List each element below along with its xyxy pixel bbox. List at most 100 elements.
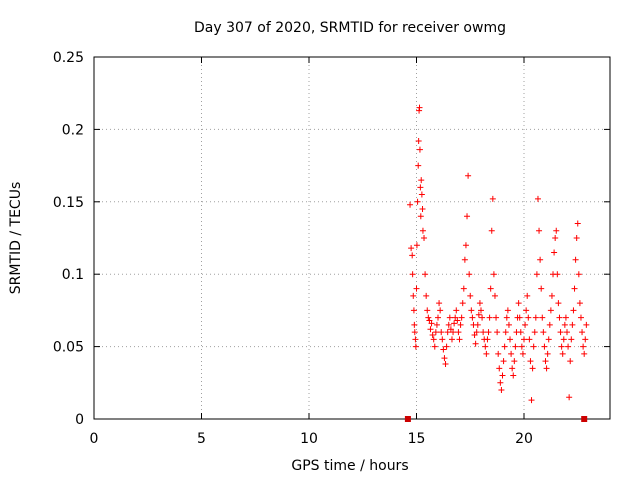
data-point xyxy=(451,320,458,327)
data-point xyxy=(409,252,416,259)
data-point xyxy=(533,271,540,278)
data-point xyxy=(435,314,441,321)
data-point xyxy=(453,307,460,314)
data-point xyxy=(540,329,547,336)
data-point xyxy=(464,213,471,220)
data-point xyxy=(577,314,584,321)
data-point xyxy=(450,329,457,336)
data-point xyxy=(466,271,473,278)
data-point xyxy=(566,394,573,401)
data-point xyxy=(559,350,566,357)
data-point xyxy=(454,317,461,324)
data-point xyxy=(547,307,554,314)
data-point xyxy=(445,321,452,328)
data-point xyxy=(417,184,424,191)
data-point xyxy=(441,355,448,362)
data-point xyxy=(419,227,426,234)
data-point xyxy=(564,329,570,336)
data-point xyxy=(583,321,590,328)
data-point xyxy=(515,300,522,307)
data-point xyxy=(494,329,501,336)
data-point xyxy=(512,343,519,350)
data-point xyxy=(473,329,480,336)
data-point xyxy=(480,329,487,336)
data-point xyxy=(553,227,560,234)
baseline-markers xyxy=(404,416,588,422)
data-point xyxy=(483,350,490,357)
chart-title: Day 307 of 2020, SRMTID for receiver owm… xyxy=(194,20,506,36)
data-point xyxy=(456,336,463,343)
data-point xyxy=(575,271,582,278)
data-point xyxy=(485,329,492,336)
data-point xyxy=(526,336,533,343)
data-point xyxy=(425,314,432,321)
data-point xyxy=(548,292,555,299)
data-point xyxy=(538,285,545,292)
data-point xyxy=(539,314,546,321)
y-tick-label: 0.05 xyxy=(53,340,84,356)
data-point xyxy=(458,314,465,321)
x-axis-ticks: 0 5 10 15 20 xyxy=(90,57,533,447)
data-point xyxy=(421,235,428,241)
x-tick-label: 15 xyxy=(408,431,426,447)
data-point xyxy=(413,285,420,292)
data-point xyxy=(457,321,464,328)
data-point xyxy=(468,307,475,314)
data-point xyxy=(528,397,535,404)
data-point xyxy=(432,329,439,336)
data-point xyxy=(474,321,481,328)
data-point xyxy=(461,256,468,263)
data-point xyxy=(486,314,493,321)
data-point xyxy=(532,314,539,321)
data-point xyxy=(551,249,558,256)
data-point xyxy=(427,326,434,333)
data-point xyxy=(467,292,474,299)
data-point xyxy=(475,311,482,318)
data-point xyxy=(518,343,525,350)
data-point xyxy=(502,329,509,336)
data-point xyxy=(437,307,444,314)
data-point xyxy=(476,300,483,307)
data-point xyxy=(556,314,563,321)
data-point xyxy=(439,336,446,343)
data-point xyxy=(407,201,414,208)
data-point xyxy=(534,195,541,202)
data-point xyxy=(511,358,518,365)
data-point xyxy=(448,336,455,343)
data-point xyxy=(482,343,489,350)
data-point xyxy=(537,256,544,263)
data-point xyxy=(422,271,429,278)
data-point xyxy=(479,314,486,321)
x-tick-label: 0 xyxy=(90,431,99,447)
data-point xyxy=(557,329,564,336)
y-axis-ticks: 0 0.05 0.1 0.15 0.2 0.25 xyxy=(53,50,610,428)
data-point xyxy=(459,300,466,307)
data-point xyxy=(570,307,577,314)
data-point xyxy=(576,300,583,307)
data-point xyxy=(440,346,447,353)
data-point xyxy=(446,314,453,321)
data-point xyxy=(579,329,586,336)
data-point xyxy=(418,191,425,198)
baseline-marker xyxy=(404,416,411,422)
data-point xyxy=(558,343,565,350)
data-point xyxy=(415,162,422,169)
data-point xyxy=(424,307,431,314)
grid xyxy=(94,57,610,419)
data-point xyxy=(412,336,419,343)
data-point xyxy=(531,329,538,336)
data-point xyxy=(543,365,550,372)
plot-area-frame xyxy=(93,56,611,420)
data-point xyxy=(568,336,575,343)
data-point xyxy=(414,198,421,205)
data-point xyxy=(499,372,506,379)
data-point xyxy=(416,146,423,153)
data-point xyxy=(443,343,450,350)
data-point xyxy=(484,336,491,343)
data-point xyxy=(478,307,484,314)
data-point xyxy=(546,321,553,328)
data-point xyxy=(489,195,496,202)
data-point xyxy=(581,350,588,357)
data-point xyxy=(417,213,424,220)
data-point xyxy=(516,314,523,321)
